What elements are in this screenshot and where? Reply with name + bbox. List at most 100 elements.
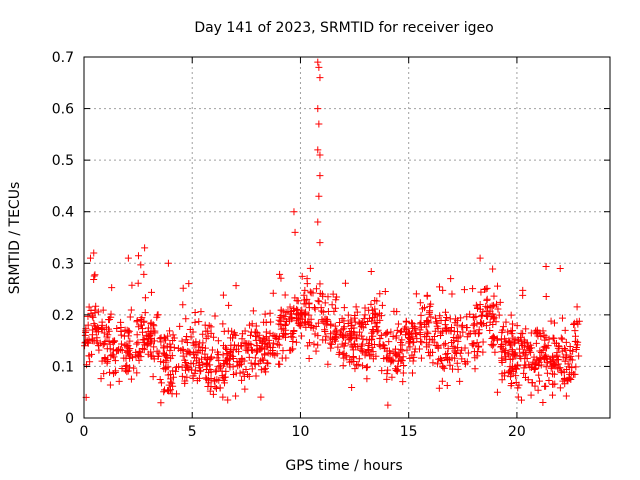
data-point [454,334,462,342]
data-point [403,346,411,354]
data-point [340,323,348,331]
data-point [468,340,476,348]
data-point [497,343,505,351]
data-point [348,384,356,392]
data-point [134,338,142,346]
data-point [490,340,498,348]
data-point [109,351,117,359]
data-point [305,311,313,319]
data-point [458,355,466,363]
data-point [502,346,510,354]
data-point [262,334,270,342]
data-point [434,324,442,332]
data-point [82,338,90,346]
data-point [440,364,448,372]
data-point [125,327,133,335]
data-point [242,365,250,373]
data-point [575,317,583,325]
data-point [572,363,580,371]
data-point [489,315,497,323]
data-point [277,306,285,314]
data-point [442,350,450,358]
data-point [460,286,468,294]
data-point [570,321,578,329]
data-point [365,336,373,344]
data-point [456,349,464,357]
data-point [484,304,492,312]
data-point [123,361,131,369]
data-point [224,357,232,365]
data-point [509,367,517,375]
data-point [160,388,168,396]
data-point [438,377,446,385]
data-point [489,265,497,273]
data-point [264,341,272,349]
data-point [231,341,239,349]
data-point [322,332,330,340]
data-point [327,344,335,352]
data-point [341,279,349,287]
data-point [223,349,231,357]
data-point [196,339,204,347]
data-point [201,350,209,358]
data-point [399,378,407,386]
data-point [197,308,205,316]
data-point [104,331,112,339]
data-point [374,326,382,334]
data-point [99,306,107,314]
data-point [305,355,313,363]
data-point [111,357,119,365]
data-point [551,361,559,369]
data-point [364,345,372,353]
data-point [303,275,311,283]
data-point [191,369,199,377]
data-point [469,285,477,293]
data-point [276,270,284,278]
y-tick-label: 0.7 [52,50,74,66]
data-point [510,352,518,360]
data-point [327,330,335,338]
data-point [370,314,378,322]
data-point [179,352,187,360]
data-point [96,339,104,347]
data-point [157,358,165,366]
data-point [214,337,222,345]
data-point [157,399,165,407]
data-point [575,352,583,360]
data-point [336,329,344,337]
data-point [140,336,148,344]
data-point [163,353,171,361]
data-point [461,344,469,352]
data-point [140,317,148,325]
data-point [297,320,305,328]
data-point [371,305,379,313]
y-tick-label: 0.3 [52,256,74,272]
data-points [81,58,583,409]
data-point [383,329,391,337]
data-point [212,366,220,374]
data-point [363,375,371,383]
x-tick-label: 15 [400,424,418,440]
data-point [277,274,285,282]
data-point [153,347,161,355]
data-point [446,361,454,369]
data-point [530,365,538,373]
data-point [535,358,543,366]
data-point [199,361,207,369]
data-point [353,361,361,369]
data-point [510,339,518,347]
data-point [469,341,477,349]
data-point [507,373,515,381]
data-point [312,347,320,355]
data-point [169,382,177,390]
data-point [423,291,431,299]
data-point [133,369,141,377]
data-point [127,375,135,383]
data-point [178,372,186,380]
data-point [365,342,373,350]
data-point [314,58,322,66]
data-point [87,306,95,314]
data-point [92,302,100,310]
data-point [185,348,193,356]
data-point [219,291,227,299]
